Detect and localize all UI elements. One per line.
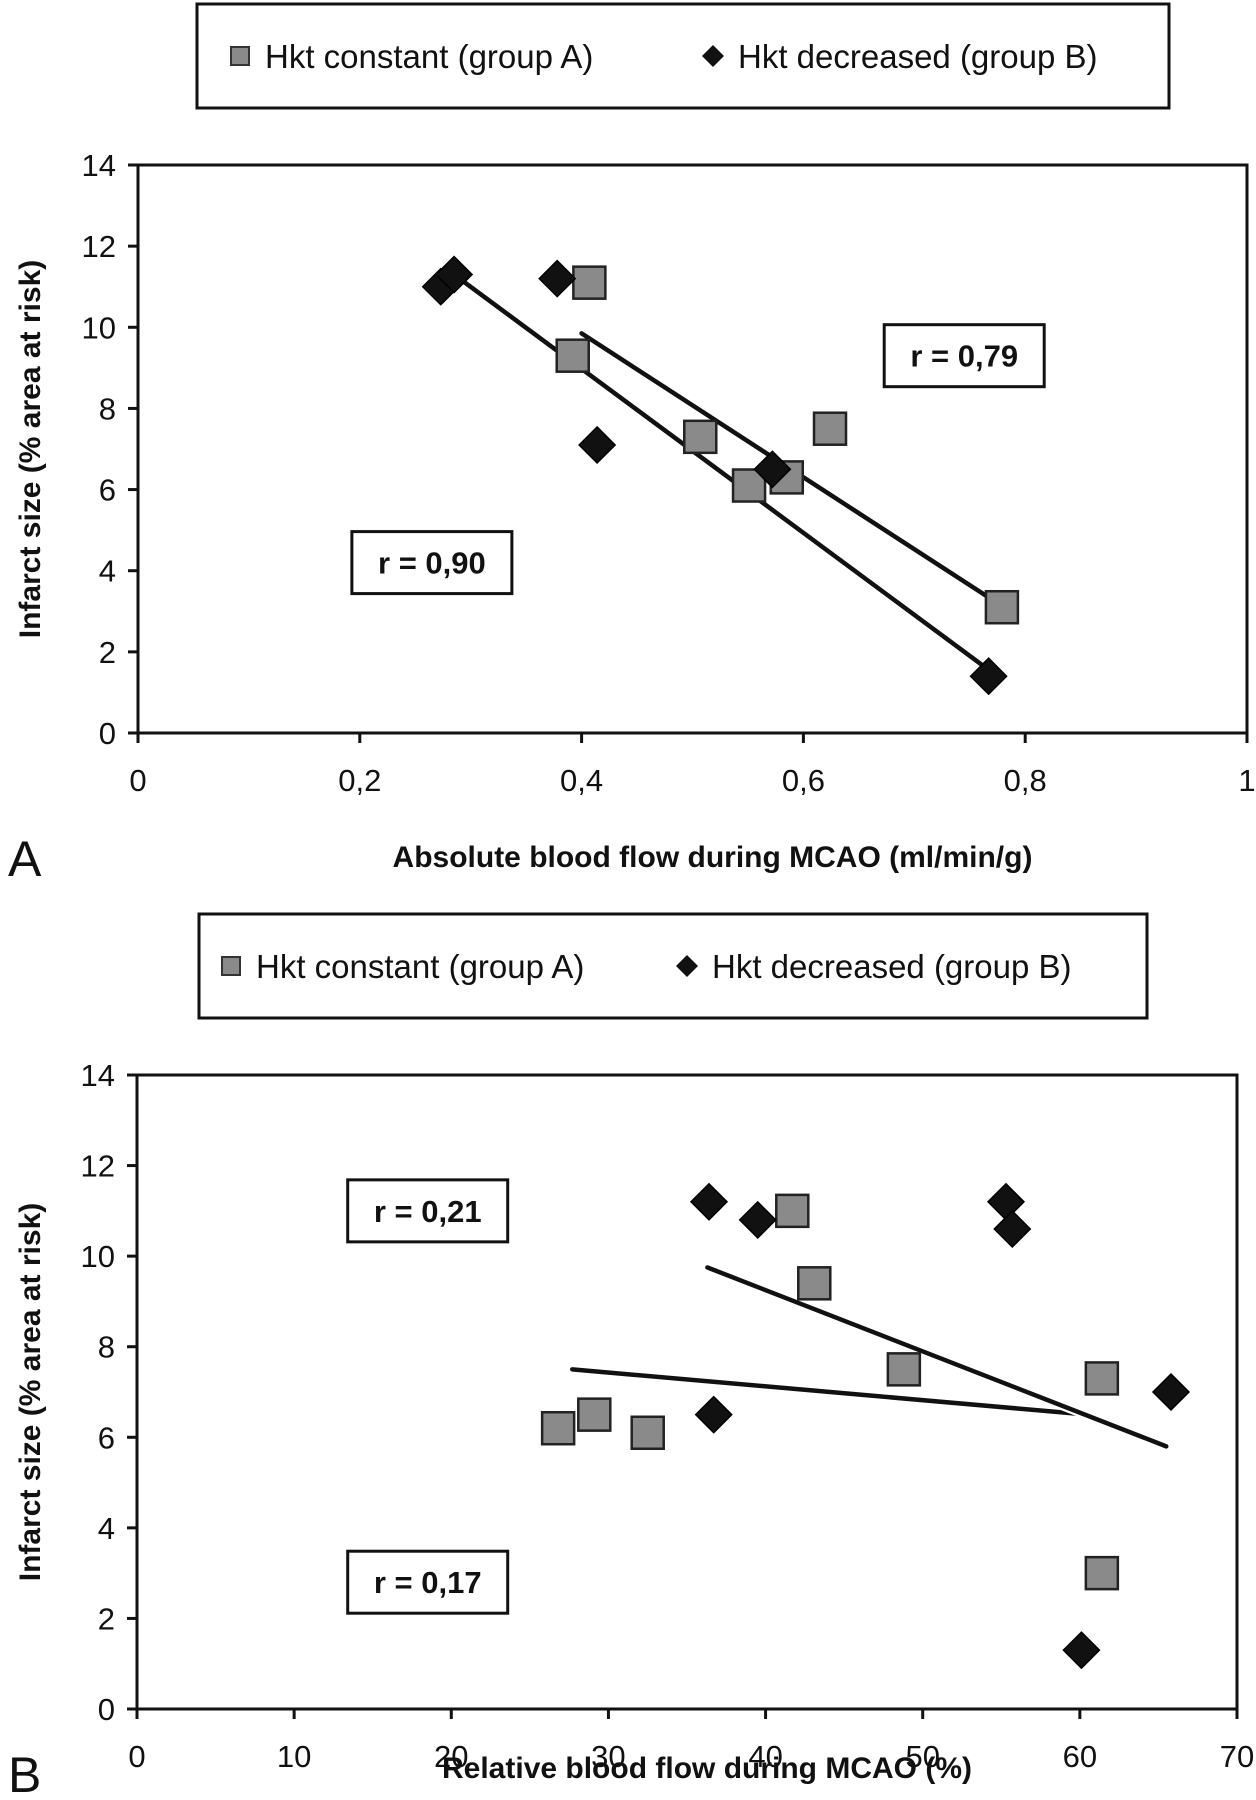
- data-point-group-b: [578, 425, 617, 465]
- y-axis-title: Infarct size (% area at risk): [14, 260, 47, 639]
- trendline-group-b: [705, 1265, 1169, 1449]
- data-point-group-a: [812, 411, 848, 446]
- panel-label: B: [8, 1747, 41, 1800]
- legend-diamond-icon: [702, 45, 724, 67]
- x-tick-label: 0,6: [782, 763, 825, 798]
- correlation-label: r = 0,90: [378, 546, 486, 581]
- x-tick-label: 40: [748, 1739, 782, 1774]
- correlation-box: [346, 1549, 510, 1615]
- y-tick-label: 0: [98, 1692, 115, 1727]
- correlation-box: [346, 1178, 510, 1244]
- y-tick-label: 8: [99, 391, 116, 426]
- data-point-group-b: [969, 657, 1008, 696]
- x-tick-label: 0,8: [1004, 763, 1047, 798]
- x-tick-label: 0,4: [560, 763, 603, 798]
- legend-diamond-icon: [676, 955, 698, 977]
- data-point-group-a: [797, 1266, 832, 1301]
- x-tick-label: 0: [128, 1739, 145, 1774]
- data-point-group-a: [984, 589, 1020, 625]
- y-tick-label: 10: [81, 1239, 115, 1274]
- y-tick-label: 6: [98, 1420, 115, 1455]
- x-tick-label: 20: [434, 1739, 468, 1774]
- legend-label-group-a: Hkt constant (group A): [265, 38, 593, 75]
- y-tick-label: 12: [81, 1149, 115, 1184]
- trendline-group-a: [570, 1367, 1090, 1417]
- data-point-group-b: [738, 1200, 777, 1239]
- y-tick-label: 14: [82, 148, 116, 183]
- panel-a: Hkt constant (group A) Hkt decreased (gro…: [8, 2, 1256, 887]
- data-point-group-a: [683, 419, 718, 455]
- legend-square-icon: [221, 956, 241, 976]
- panel-b: Hkt constant (group A) Hkt decreased (gro…: [8, 912, 1254, 1800]
- y-tick-label: 12: [82, 229, 116, 264]
- y-tick-label: 2: [99, 635, 116, 670]
- data-point-group-b: [435, 255, 474, 294]
- correlation-label: r = 0,79: [910, 339, 1018, 374]
- correlation-box: [350, 530, 514, 596]
- y-tick-label: 0: [99, 716, 116, 751]
- data-point-group-a: [1084, 1555, 1120, 1591]
- data-point-group-b: [753, 450, 792, 489]
- x-tick-label: 0,2: [338, 763, 381, 798]
- panel-label: A: [8, 831, 42, 887]
- data-point-group-a: [775, 1193, 810, 1229]
- legend-square-icon: [230, 46, 250, 66]
- x-tick-label: 0: [129, 763, 146, 798]
- y-tick-label: 4: [99, 554, 116, 589]
- trendline-group-b: [451, 272, 984, 667]
- x-tick-label: 1: [1238, 763, 1255, 798]
- x-tick-label: 60: [1063, 1739, 1097, 1774]
- plot-area-frame: [136, 163, 1249, 735]
- y-tick-label: 10: [82, 310, 116, 345]
- correlation-box: [882, 323, 1046, 389]
- y-tick-label: 8: [98, 1330, 115, 1365]
- data-point-group-a: [555, 338, 590, 373]
- plot-area-frame: [135, 1073, 1239, 1711]
- data-point-group-a: [572, 265, 607, 300]
- x-tick-label: 70: [1220, 1739, 1254, 1774]
- legend-label-group-a: Hkt constant (group A): [256, 948, 584, 985]
- data-point-group-a: [577, 1397, 612, 1432]
- data-point-group-b: [694, 1395, 733, 1434]
- y-tick-label: 4: [98, 1511, 115, 1546]
- data-point-group-a: [1084, 1361, 1120, 1396]
- legend-box: [197, 912, 1149, 1020]
- correlation-label: r = 0,21: [374, 1194, 482, 1229]
- legend-label-group-b: Hkt decreased (group B): [738, 38, 1098, 75]
- data-point-group-a: [630, 1415, 665, 1451]
- data-point-group-b: [1062, 1631, 1101, 1670]
- data-point-group-b: [689, 1182, 729, 1221]
- data-point-group-a: [540, 1410, 576, 1446]
- x-tick-label: 50: [905, 1739, 939, 1774]
- y-tick-label: 2: [98, 1601, 115, 1636]
- legend-box: [195, 2, 1171, 110]
- x-tick-label: 30: [591, 1739, 625, 1774]
- y-tick-label: 14: [81, 1058, 115, 1093]
- y-axis-title: Infarct size (% area at risk): [14, 1203, 47, 1582]
- correlation-label: r = 0,17: [374, 1565, 482, 1600]
- data-point-group-b: [986, 1182, 1026, 1221]
- data-point-group-b: [538, 259, 577, 298]
- x-axis-title: Relative blood flow during MCAO (%): [442, 1752, 972, 1785]
- data-point-group-b: [993, 1209, 1032, 1249]
- data-point-group-a: [886, 1352, 922, 1387]
- legend-label-group-b: Hkt decreased (group B): [712, 948, 1072, 985]
- x-tick-label: 10: [277, 1739, 311, 1774]
- data-point-group-b: [1151, 1372, 1191, 1412]
- x-axis-title: Absolute blood flow during MCAO (ml/min/…: [393, 841, 1033, 874]
- y-tick-label: 6: [99, 473, 116, 508]
